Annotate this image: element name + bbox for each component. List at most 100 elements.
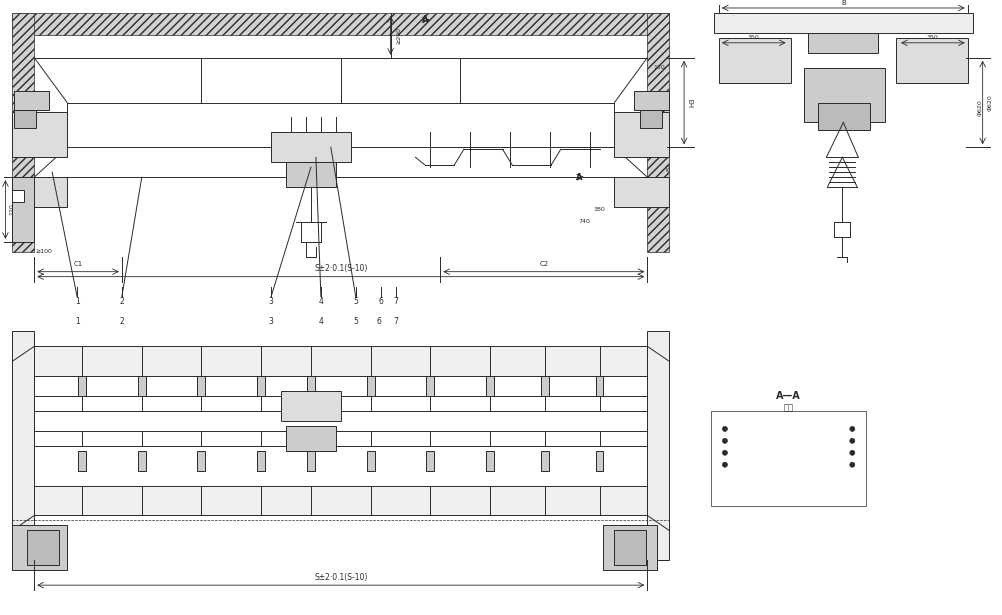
Text: 130: 130 [652,65,664,70]
Text: A—A: A—A [776,391,801,401]
Bar [728,416,848,428]
Bar [137,376,145,396]
Bar [34,431,646,446]
Text: Φ620: Φ620 [976,99,981,116]
Text: 4: 4 [318,317,323,326]
Bar [639,111,661,129]
Text: 4: 4 [318,297,323,306]
Circle shape [849,426,854,431]
Text: 350: 350 [747,35,759,41]
Text: 3: 3 [269,317,274,326]
Text: H3: H3 [688,98,694,108]
Text: 6: 6 [376,317,381,326]
Bar [595,451,603,470]
Text: Φ620: Φ620 [987,94,992,111]
Bar [12,177,67,207]
Bar [486,451,494,470]
Bar [286,162,336,187]
Bar [12,13,34,252]
Bar [12,331,34,560]
Bar [34,396,646,411]
Bar [595,376,603,396]
Text: C1: C1 [73,261,82,267]
Text: B2: B2 [666,163,671,172]
Bar [137,451,145,470]
Bar [540,451,548,470]
Text: 1: 1 [74,297,79,306]
Bar [12,190,24,202]
Text: 740: 740 [578,220,590,224]
Bar [12,177,34,242]
Circle shape [849,438,854,443]
Bar [646,13,668,252]
Bar [895,38,967,82]
Bar [14,111,36,129]
Bar [197,451,205,470]
Bar [426,451,434,470]
Text: ≥100: ≥100 [36,249,53,254]
Bar [614,113,668,157]
Bar [646,331,668,560]
Bar [281,391,341,421]
Bar [286,426,336,451]
Circle shape [849,462,854,467]
Text: C2: C2 [539,261,548,267]
Text: 2: 2 [119,317,124,326]
Bar [718,421,730,475]
Bar [803,68,884,122]
Bar [34,486,646,515]
Text: ≥200: ≥200 [396,27,401,44]
Bar [540,376,548,396]
Bar [307,451,315,470]
Bar [602,525,656,570]
Bar [197,376,205,396]
Bar [846,421,858,475]
Text: 放大: 放大 [783,403,793,413]
Text: 5: 5 [353,317,358,326]
Bar [27,530,59,565]
Text: S±2·0.1(S-10): S±2·0.1(S-10) [314,573,367,582]
Bar [808,33,878,53]
Text: 6: 6 [378,297,383,306]
Bar [818,103,870,130]
Bar [718,38,790,82]
Circle shape [721,426,726,431]
Bar [426,376,434,396]
Bar [743,481,833,493]
Bar [12,113,67,157]
Circle shape [721,438,726,443]
Bar [12,525,67,570]
Circle shape [721,462,726,467]
Text: 3: 3 [269,297,274,306]
Bar [713,13,972,33]
Text: 1: 1 [74,317,79,326]
Bar [633,90,668,111]
Bar [257,451,265,470]
Bar [12,13,668,35]
Text: 7: 7 [393,297,398,306]
Text: A: A [422,15,428,25]
Text: B: B [840,0,845,6]
Text: 350: 350 [926,35,938,41]
Bar [614,177,668,207]
Bar [710,411,866,506]
Bar [78,376,86,396]
Text: 120: 120 [9,204,14,215]
Bar [14,90,49,111]
Text: 2: 2 [119,297,124,306]
Bar [614,530,645,565]
Bar [34,346,646,376]
Text: 380: 380 [593,207,605,213]
Circle shape [849,450,854,455]
Bar [367,376,375,396]
Bar [271,132,351,162]
Bar [78,451,86,470]
Text: 7: 7 [393,317,398,326]
Text: 5: 5 [353,297,358,306]
Text: A: A [576,173,582,181]
Text: S±2·0.1(S-10): S±2·0.1(S-10) [314,264,367,273]
Bar [367,451,375,470]
Bar [486,376,494,396]
Bar [307,376,315,396]
Circle shape [721,450,726,455]
